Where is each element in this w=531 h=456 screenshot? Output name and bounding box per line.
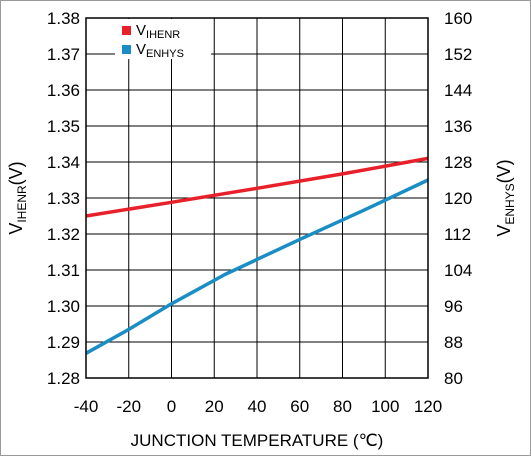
- y-axis-label-left-unit: (V): [6, 161, 26, 185]
- y-ticks-left: 1.28 1.29 1.30 1.31 1.32 1.33 1.34 1.35 1.36 1.37…: [47, 9, 80, 388]
- x-tick-label: 80: [333, 397, 352, 416]
- series-line-vihenr: [85, 156, 429, 218]
- x-axis-label: JUNCTION TEMPERATURE (℃): [131, 431, 384, 450]
- legend-label-vihenr-sub: IHENR: [146, 29, 180, 41]
- x-ticks: -40 -20 0 20 40 60 80 100 120: [74, 397, 442, 416]
- y-tick-label-right: 112: [444, 225, 471, 244]
- y-tick-label-left: 1.38: [47, 9, 80, 28]
- legend-item-vihenr: VIHENR: [122, 22, 180, 41]
- y-axis-label-right-unit: (V): [494, 159, 514, 183]
- y-tick-label-right: 104: [444, 261, 472, 280]
- x-tick-label: 60: [290, 397, 309, 416]
- x-tick-label: 0: [167, 397, 176, 416]
- y-axis-label-right-main: V: [494, 225, 514, 237]
- x-tick-label: -20: [116, 397, 141, 416]
- y-axis-label-right-sub: ENHYS: [503, 183, 517, 224]
- y-tick-label-right: 80: [444, 369, 463, 388]
- legend-swatch-vihenr: [122, 26, 131, 35]
- y-tick-label-left: 1.34: [47, 153, 80, 172]
- y-axis-label-left-sub: IHENR: [15, 185, 29, 223]
- y-tick-label-left: 1.31: [47, 261, 80, 280]
- y-tick-label-right: 128: [444, 153, 472, 172]
- legend-label-venhys-sub: ENHYS: [146, 48, 184, 60]
- legend-label-vihenr: VIHENR: [136, 22, 180, 41]
- y-tick-label-left: 1.37: [47, 45, 80, 64]
- y-tick-label-left: 1.28: [47, 369, 80, 388]
- y-tick-label-left: 1.32: [47, 225, 80, 244]
- legend-label-vihenr-main: V: [136, 22, 146, 39]
- y-tick-label-right: 152: [444, 45, 472, 64]
- y-tick-label-left: 1.33: [47, 189, 80, 208]
- series-line-venhys: [85, 178, 429, 355]
- y-tick-label-right: 136: [444, 117, 472, 136]
- grid: [86, 18, 428, 378]
- y-tick-label-right: 160: [444, 9, 472, 28]
- plot-border: [85, 17, 429, 379]
- y-axis-label-left-main: V: [6, 223, 26, 235]
- y-tick-label-right: 120: [444, 189, 472, 208]
- y-tick-label-left: 1.35: [47, 117, 80, 136]
- legend: VIHENR VENHYS: [115, 19, 211, 60]
- x-tick-label: 40: [248, 397, 267, 416]
- y-ticks-right: 80 88 96 104 112 120 128 136 144 152 160: [444, 9, 472, 388]
- legend-item-venhys: VENHYS: [122, 41, 184, 60]
- y-tick-label-left: 1.29: [47, 333, 80, 352]
- y-axis-label-left: VIHENR(V): [6, 161, 29, 234]
- x-tick-label: -40: [74, 397, 99, 416]
- y-tick-label-left: 1.30: [47, 297, 80, 316]
- y-axis-label-right: VENHYS(V): [494, 159, 517, 236]
- x-tick-label: 100: [371, 397, 399, 416]
- y-tick-label-right: 96: [444, 297, 463, 316]
- y-tick-label-left: 1.36: [47, 81, 80, 100]
- legend-label-venhys: VENHYS: [136, 41, 184, 60]
- x-tick-label: 120: [414, 397, 442, 416]
- x-tick-label: 20: [205, 397, 224, 416]
- y-tick-label-right: 144: [444, 81, 472, 100]
- y-tick-label-right: 88: [444, 333, 463, 352]
- legend-swatch-venhys: [122, 45, 131, 54]
- legend-label-venhys-main: V: [136, 41, 146, 58]
- series-layer: [85, 156, 429, 355]
